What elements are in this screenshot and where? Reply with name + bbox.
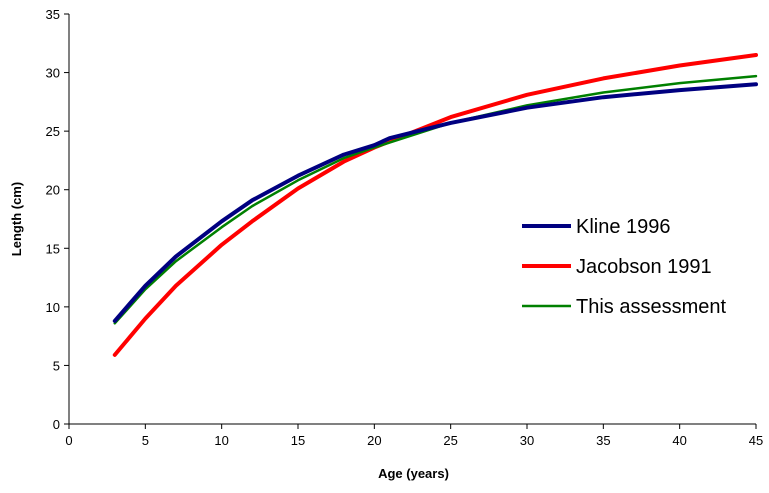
- y-tick-label: 30: [46, 66, 60, 81]
- y-tick-label: 5: [53, 358, 60, 373]
- axes: 0 5 10 15 20 25 30 35 0 5 10 15 20 25 30 35 40 45: [46, 7, 764, 448]
- x-tick-label: 10: [214, 433, 228, 448]
- legend-label: Jacobson 1991: [576, 256, 712, 278]
- y-tick-label: 20: [46, 183, 60, 198]
- x-tick-label: 25: [443, 433, 457, 448]
- x-tick-label: 5: [142, 433, 149, 448]
- legend: Kline 1996 Jacobson 1991 This assessment: [522, 216, 726, 318]
- y-axis-title: Length (cm): [9, 182, 24, 256]
- series-line-2: [113, 74, 758, 325]
- y-tick-label: 35: [46, 7, 60, 22]
- y-tick-label: 25: [46, 124, 60, 139]
- y-tick-label: 10: [46, 300, 60, 315]
- x-tick-label: 0: [65, 433, 72, 448]
- x-tick-label: 20: [367, 433, 381, 448]
- y-tick-label: 15: [46, 241, 60, 256]
- legend-label: This assessment: [576, 296, 726, 318]
- x-axis-title: Age (years): [378, 466, 449, 481]
- x-tick-label: 45: [749, 433, 763, 448]
- legend-label: Kline 1996: [576, 216, 671, 238]
- x-tick-label: 35: [596, 433, 610, 448]
- x-tick-label: 15: [291, 433, 305, 448]
- y-tick-label: 0: [53, 417, 60, 432]
- x-tick-label: 40: [672, 433, 686, 448]
- x-tick-label: 30: [520, 433, 534, 448]
- series-line-1: [112, 53, 758, 357]
- series-line-0: [112, 82, 758, 323]
- series-layer: [112, 53, 758, 357]
